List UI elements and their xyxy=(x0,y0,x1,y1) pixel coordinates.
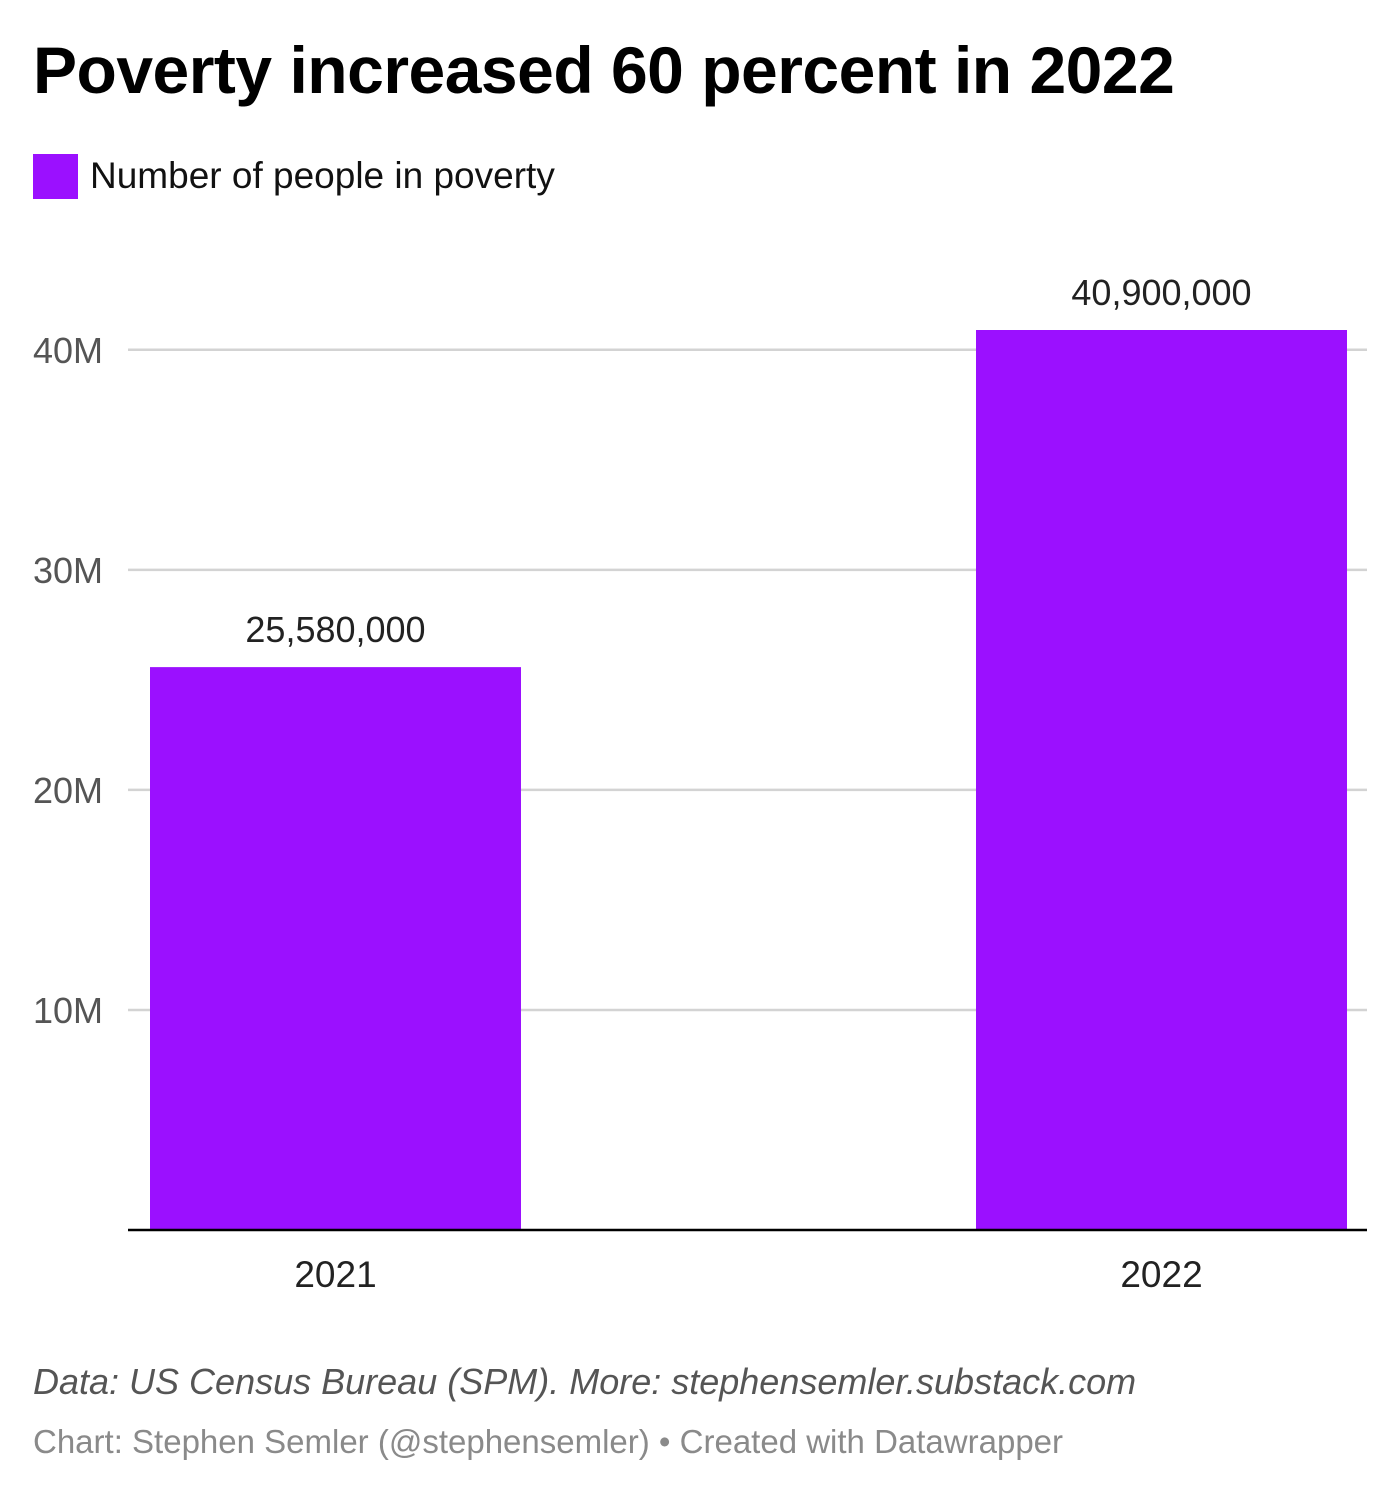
byline: Chart: Stephen Semler (@stephensemler) •… xyxy=(33,1423,1064,1460)
y-tick-label: 20M xyxy=(33,770,103,811)
source-note: Data: US Census Bureau (SPM). More: step… xyxy=(33,1361,1137,1402)
bar-2022 xyxy=(976,330,1347,1230)
y-tick-label: 40M xyxy=(33,330,103,371)
x-tick-label: 2022 xyxy=(1120,1254,1202,1295)
legend-swatch xyxy=(33,153,78,199)
chart-title: Poverty increased 60 percent in 2022 xyxy=(33,33,1175,107)
y-tick-label: 30M xyxy=(33,550,103,591)
y-tick-label: 10M xyxy=(33,990,103,1031)
legend: Number of people in poverty xyxy=(33,152,555,200)
bar-2021 xyxy=(150,667,521,1230)
bar-value-label: 40,900,000 xyxy=(1071,272,1251,313)
bar-value-label: 25,580,000 xyxy=(245,609,425,650)
bar-chart: 10M 20M 30M 40M 25,580,000 2021 40,900,000 2022 xyxy=(33,272,1367,1295)
legend-label: Number of people in poverty xyxy=(90,155,555,196)
x-tick-label: 2021 xyxy=(294,1254,376,1295)
